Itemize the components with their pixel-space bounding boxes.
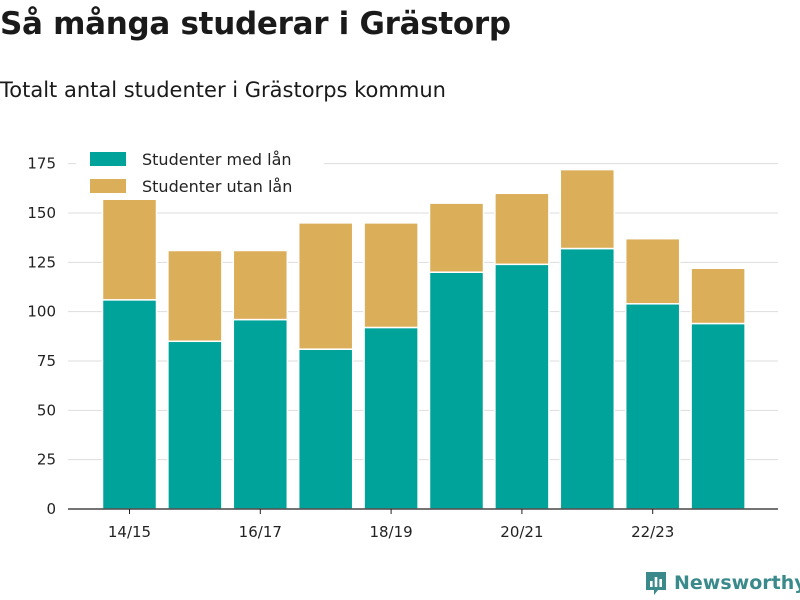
bar-segment — [559, 247, 616, 510]
x-tick-label: 16/17 — [239, 523, 282, 541]
bar-segment — [428, 202, 485, 273]
y-tick-label: 75 — [37, 352, 56, 370]
y-tick-label: 100 — [27, 303, 56, 321]
bar-segment — [690, 267, 746, 325]
y-tick-label: 0 — [46, 500, 56, 518]
x-tick-label: 20/21 — [500, 523, 543, 541]
bar-segment — [559, 168, 616, 250]
x-tick-label: 14/15 — [108, 523, 151, 541]
brand-name: Newsworthy — [674, 572, 800, 594]
bar-segment — [363, 222, 419, 329]
bar-segment — [101, 299, 158, 510]
y-tick-label: 125 — [27, 253, 56, 271]
legend-swatch — [90, 152, 126, 166]
bar-segment — [428, 271, 485, 510]
newsworthy-brand[interactable]: Newsworthy — [644, 570, 800, 596]
bar-segment — [232, 318, 289, 510]
bar-segment — [167, 340, 223, 510]
legend-swatch — [90, 179, 126, 193]
bar-segment — [494, 192, 550, 266]
stacked-bar-chart: 0 25 50 75 100 125 150 175 14/15 16/17 18/19 20/21 2… — [27, 150, 778, 541]
legend-label: Studenter utan lån — [142, 177, 292, 196]
y-tick-label: 175 — [27, 155, 56, 173]
chart-subtitle: Totalt antal studenter i Grästorps kommu… — [0, 78, 446, 102]
chart-logo-icon — [646, 572, 666, 595]
x-tick-label: 18/19 — [369, 523, 412, 541]
chart-title: Så många studerar i Grästorp — [0, 6, 511, 42]
bar-segment — [297, 222, 354, 350]
bar-segment — [494, 263, 550, 510]
y-tick-label: 50 — [37, 401, 56, 419]
bar-segment — [624, 237, 681, 305]
x-tick-label: 22/23 — [631, 523, 674, 541]
y-tick-label: 25 — [37, 451, 56, 469]
bar-segment — [232, 249, 289, 321]
bar-segment — [363, 326, 419, 510]
bar-segment — [167, 249, 223, 343]
legend-label: Studenter med lån — [142, 150, 292, 169]
bar-segment — [101, 194, 158, 301]
bar-segment — [690, 322, 746, 510]
bar-segment — [624, 303, 681, 510]
y-tick-label: 150 — [27, 204, 56, 222]
bar-segment — [297, 348, 354, 510]
